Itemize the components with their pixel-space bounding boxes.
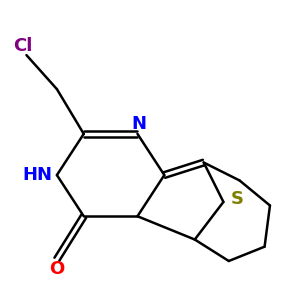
Text: S: S [230, 190, 244, 208]
Text: N: N [132, 115, 147, 133]
Text: Cl: Cl [13, 37, 33, 55]
Text: O: O [49, 260, 64, 278]
Text: HN: HN [22, 166, 52, 184]
